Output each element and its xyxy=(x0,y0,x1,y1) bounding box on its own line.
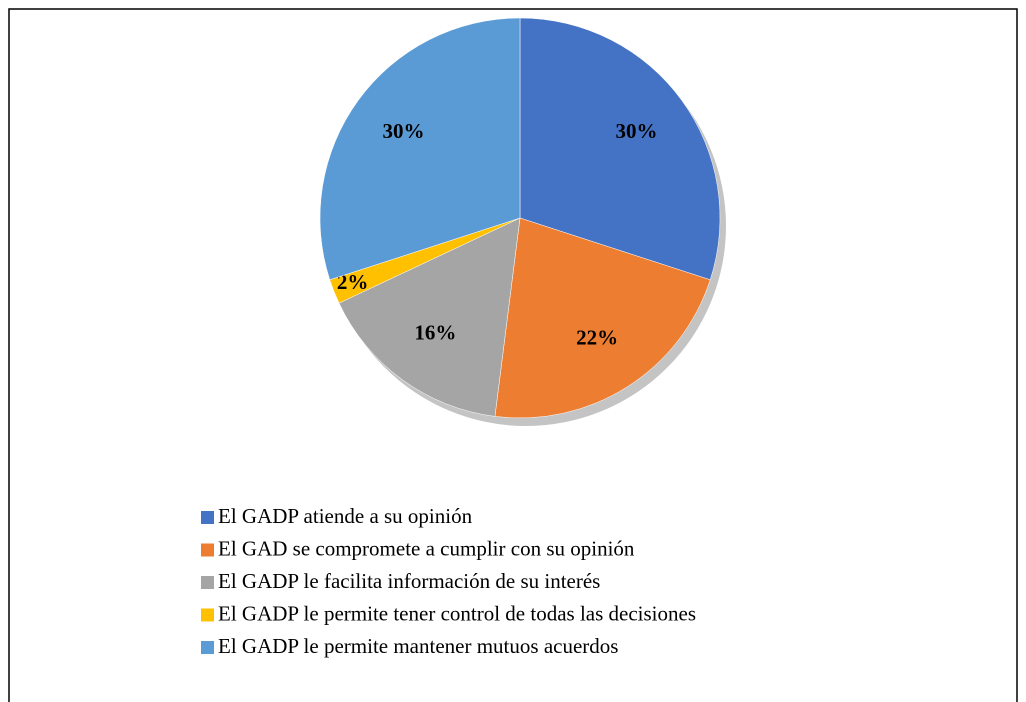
legend-swatch xyxy=(201,576,214,589)
legend-swatch xyxy=(201,641,214,654)
pie-slice xyxy=(319,17,521,281)
data-label: 30% xyxy=(383,119,425,143)
legend-swatch xyxy=(201,511,214,524)
legend-label: El GADP atiende a su opinión xyxy=(218,504,473,528)
legend-swatch xyxy=(201,543,214,557)
data-label: 30% xyxy=(615,119,657,143)
legend-label: El GADP le permite mantener mutuos acuer… xyxy=(218,634,618,658)
data-label: 16% xyxy=(414,320,456,344)
pie-slice xyxy=(494,217,711,419)
data-label: 22% xyxy=(576,325,618,349)
legend-label: El GADP le permite tener control de toda… xyxy=(218,601,696,625)
pie: 30%22%16%2%30% xyxy=(319,17,721,419)
legend: El GADP atiende a su opinión El GAD se co… xyxy=(201,504,696,658)
legend-label: El GADP le facilita información de su in… xyxy=(218,569,600,593)
legend-label: El GAD se compromete a cumplir con su op… xyxy=(218,536,635,560)
pie-slice xyxy=(338,217,521,417)
pie-slice xyxy=(519,17,721,281)
frame xyxy=(8,8,1018,702)
legend-swatch xyxy=(201,608,214,622)
